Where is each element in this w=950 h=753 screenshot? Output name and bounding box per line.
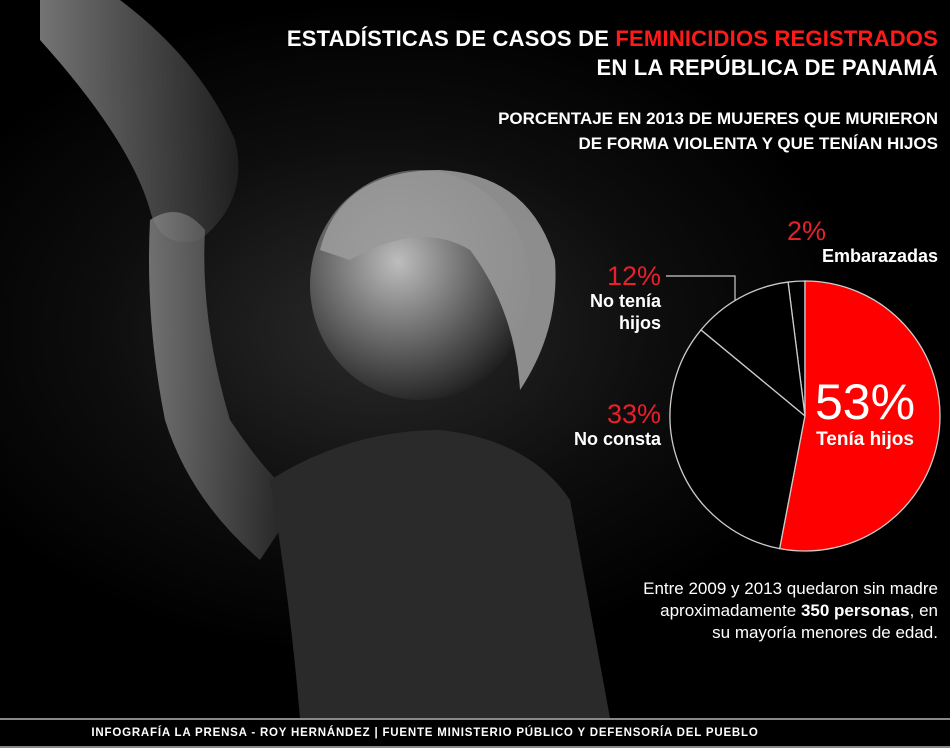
pct-embarazadas: 2% <box>786 216 826 246</box>
pct-no-consta: 33% <box>606 399 661 429</box>
pie-slice-no-ten-a-hijos <box>700 281 806 418</box>
page-title: ESTADÍSTICAS DE CASOS DE FEMINICIDIOS RE… <box>287 24 938 82</box>
pie-slice-no-consta <box>669 329 806 550</box>
note-part2: , en su mayoría menores de edad. <box>712 601 938 642</box>
name-no-tenia-2: hijos <box>618 313 661 333</box>
label-no-tenia-hijos: 12% No tenía hijos <box>590 262 661 334</box>
subtitle-line1: PORCENTAJE EN 2013 DE MUJERES QUE MURIER… <box>498 109 938 128</box>
name-no-consta: No consta <box>573 429 661 449</box>
credits-footer: INFOGRAFÍA LA PRENSA - ROY HERNÁNDEZ | F… <box>0 718 950 748</box>
child-illustration <box>40 0 610 718</box>
pie-slice-ten-a-hijos <box>778 280 941 552</box>
label-tenia-hijos: 53% Tenía hijos <box>795 375 935 451</box>
pct-no-tenia-hijos: 12% <box>606 261 661 291</box>
pie-chart <box>666 275 941 552</box>
name-no-tenia-1: No tenía <box>589 291 661 311</box>
leader-line-12 <box>666 275 736 300</box>
child-arm <box>149 212 300 560</box>
name-embarazadas: Embarazadas <box>821 246 938 266</box>
child-hair <box>320 170 556 390</box>
chart-subtitle: PORCENTAJE EN 2013 DE MUJERES QUE MURIER… <box>498 106 938 156</box>
infographic: ESTADÍSTICAS DE CASOS DE FEMINICIDIOS RE… <box>0 0 950 718</box>
title-highlight: FEMINICIDIOS REGISTRADOS <box>615 26 938 51</box>
footnote-text: Entre 2009 y 2013 quedaron sin madre apr… <box>638 578 938 644</box>
name-tenia-hijos: Tenía hijos <box>816 429 914 450</box>
label-embarazadas: 2% Embarazadas <box>787 217 938 267</box>
credits-text: INFOGRAFÍA LA PRENSA - ROY HERNÁNDEZ | F… <box>91 727 759 739</box>
adult-arm <box>40 0 239 242</box>
label-no-consta: 33% No consta <box>574 400 661 450</box>
subtitle-line2: DE FORMA VIOLENTA Y QUE TENÍAN HIJOS <box>578 134 938 153</box>
note-part1: Entre 2009 y 2013 quedaron sin madre apr… <box>643 579 938 620</box>
pct-tenia-hijos: 53% <box>814 374 916 430</box>
child-body <box>270 430 610 718</box>
title-line2: EN LA REPÚBLICA DE PANAMÁ <box>596 55 938 80</box>
title-text: ESTADÍSTICAS DE CASOS DE <box>286 26 616 51</box>
note-bold: 350 personas <box>800 601 910 620</box>
